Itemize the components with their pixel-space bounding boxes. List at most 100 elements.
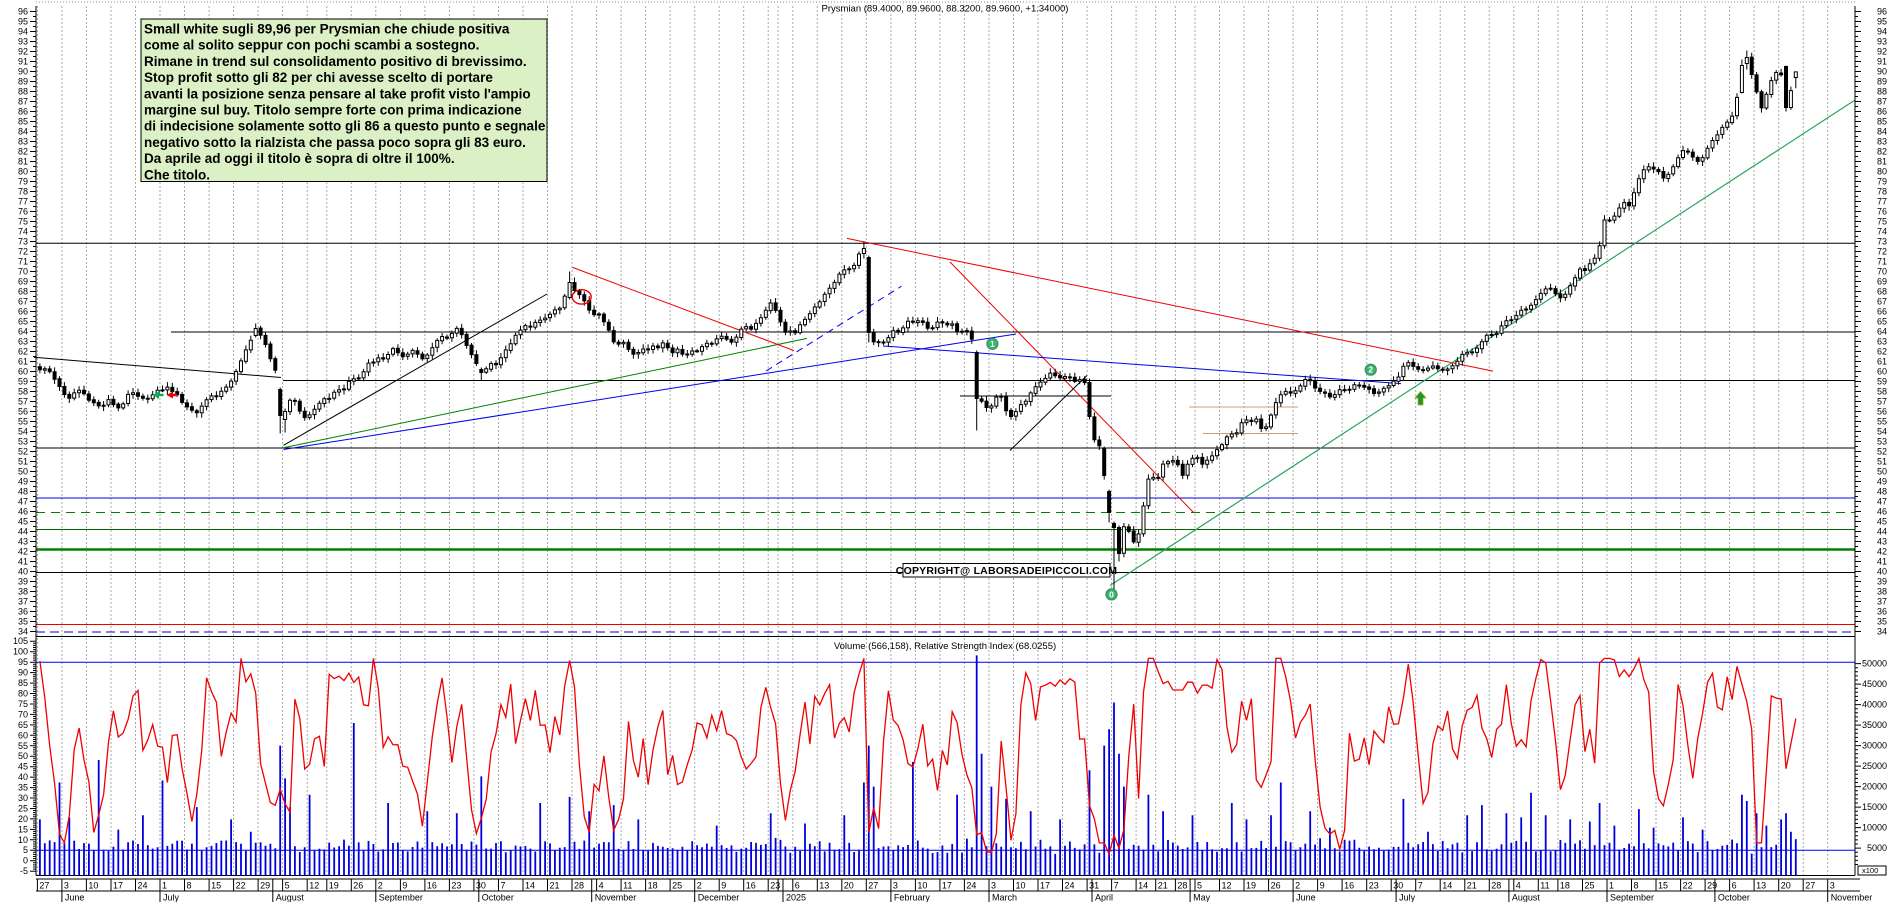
svg-text:26: 26 [353, 881, 363, 891]
svg-text:November: November [595, 893, 637, 903]
svg-text:14: 14 [1138, 881, 1148, 891]
svg-text:52: 52 [1877, 447, 1887, 457]
svg-text:95: 95 [1877, 17, 1887, 27]
svg-text:66: 66 [1877, 307, 1887, 317]
svg-text:57: 57 [1877, 397, 1887, 407]
svg-text:68: 68 [18, 287, 28, 297]
svg-text:Rimane in trend sul consolidam: Rimane in trend sul consolidamento posit… [144, 54, 527, 69]
svg-text:67: 67 [1877, 297, 1887, 307]
svg-text:75: 75 [1877, 217, 1887, 227]
svg-text:34: 34 [18, 627, 28, 637]
svg-text:20: 20 [1781, 881, 1791, 891]
svg-text:September: September [379, 893, 423, 903]
svg-text:83: 83 [1877, 137, 1887, 147]
svg-text:49: 49 [18, 477, 28, 487]
svg-text:47: 47 [18, 497, 28, 507]
svg-text:5: 5 [23, 845, 28, 855]
svg-text:40000: 40000 [1862, 700, 1887, 710]
svg-text:4: 4 [1516, 881, 1521, 891]
svg-text:65: 65 [18, 317, 28, 327]
svg-text:94: 94 [18, 27, 28, 37]
svg-text:13: 13 [1756, 881, 1766, 891]
svg-text:December: December [698, 893, 740, 903]
svg-text:88: 88 [18, 87, 28, 97]
svg-text:39: 39 [1877, 577, 1887, 587]
svg-text:79: 79 [18, 177, 28, 187]
svg-text:43: 43 [1877, 537, 1887, 547]
svg-text:42: 42 [1877, 547, 1887, 557]
svg-text:July: July [163, 893, 180, 903]
svg-text:10: 10 [917, 881, 927, 891]
svg-text:23: 23 [451, 881, 461, 891]
svg-text:10000: 10000 [1862, 823, 1887, 833]
svg-text:October: October [482, 893, 514, 903]
svg-text:23: 23 [1369, 881, 1379, 891]
svg-text:65: 65 [1877, 317, 1887, 327]
svg-text:7: 7 [501, 881, 506, 891]
svg-text:88: 88 [1877, 87, 1887, 97]
svg-text:44: 44 [1877, 527, 1887, 537]
svg-text:18: 18 [1560, 881, 1570, 891]
svg-text:91: 91 [18, 57, 28, 67]
svg-text:48: 48 [1877, 487, 1887, 497]
svg-text:48: 48 [18, 487, 28, 497]
svg-text:86: 86 [18, 107, 28, 117]
svg-text:25000: 25000 [1862, 761, 1887, 771]
svg-text:30: 30 [476, 881, 486, 891]
svg-text:August: August [1512, 893, 1541, 903]
svg-text:12: 12 [1222, 881, 1232, 891]
svg-text:25: 25 [18, 804, 28, 814]
svg-text:20: 20 [844, 881, 854, 891]
svg-text:15000: 15000 [1862, 802, 1887, 812]
svg-text:96: 96 [18, 7, 28, 17]
svg-text:51: 51 [1877, 457, 1887, 467]
svg-text:87: 87 [18, 97, 28, 107]
svg-text:52: 52 [18, 447, 28, 457]
svg-text:2: 2 [378, 881, 383, 891]
svg-text:46: 46 [1877, 507, 1887, 517]
svg-text:66: 66 [18, 307, 28, 317]
svg-text:80: 80 [18, 689, 28, 699]
svg-text:16: 16 [1344, 881, 1354, 891]
svg-text:62: 62 [1877, 347, 1887, 357]
svg-text:27: 27 [868, 881, 878, 891]
svg-text:68: 68 [1877, 287, 1887, 297]
svg-text:July: July [1399, 893, 1416, 903]
svg-text:13: 13 [819, 881, 829, 891]
svg-text:17: 17 [1040, 881, 1050, 891]
svg-text:75: 75 [18, 217, 28, 227]
svg-text:37: 37 [18, 597, 28, 607]
svg-text:September: September [1610, 893, 1654, 903]
svg-text:38: 38 [18, 587, 28, 597]
svg-text:10: 10 [18, 835, 28, 845]
svg-text:72: 72 [18, 247, 28, 257]
svg-text:June: June [65, 893, 85, 903]
svg-text:37: 37 [1877, 597, 1887, 607]
svg-text:19: 19 [329, 881, 339, 891]
svg-text:21: 21 [1158, 881, 1168, 891]
svg-text:26: 26 [1271, 881, 1281, 891]
svg-text:95: 95 [18, 17, 28, 27]
svg-text:62: 62 [18, 347, 28, 357]
svg-text:1: 1 [990, 339, 995, 349]
svg-text:92: 92 [18, 47, 28, 57]
svg-text:45: 45 [18, 762, 28, 772]
svg-text:1: 1 [1609, 881, 1614, 891]
svg-text:Stop profit sotto gli 82 per c: Stop profit sotto gli 82 per chi avesse … [144, 70, 493, 85]
svg-text:24: 24 [966, 881, 976, 891]
svg-text:77: 77 [18, 197, 28, 207]
svg-text:4: 4 [599, 881, 604, 891]
svg-text:9: 9 [1320, 881, 1325, 891]
svg-text:20: 20 [18, 814, 28, 824]
svg-text:margine sul buy. Titolo sempre: margine sul buy. Titolo sempre forte con… [144, 103, 522, 118]
svg-text:70: 70 [1877, 267, 1887, 277]
svg-text:67: 67 [18, 297, 28, 307]
svg-text:45000: 45000 [1862, 679, 1887, 689]
svg-text:October: October [1718, 893, 1750, 903]
svg-text:45: 45 [18, 517, 28, 527]
svg-text:27: 27 [1805, 881, 1815, 891]
svg-text:3: 3 [893, 881, 898, 891]
svg-text:93: 93 [1877, 37, 1887, 47]
svg-text:41: 41 [1877, 557, 1887, 567]
svg-text:85: 85 [18, 678, 28, 688]
